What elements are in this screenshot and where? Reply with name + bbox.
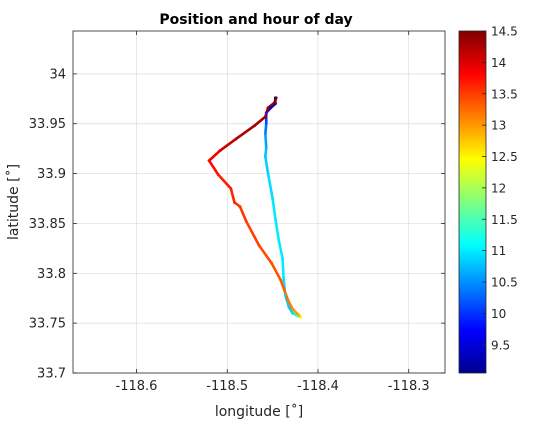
y-axis-label: latitude [˚] bbox=[5, 164, 22, 240]
colorbar-ticks: 9.5 10 10.5 11 11.5 12 12.5 13 13.5 14 14.5 bbox=[482, 25, 518, 352]
track-point bbox=[291, 307, 294, 311]
plot-frame bbox=[72, 30, 446, 374]
x-tick-label: -118.6 bbox=[116, 379, 158, 394]
track-segment bbox=[229, 187, 236, 204]
track-segment bbox=[264, 146, 268, 158]
colorbar-tick-label: 10.5 bbox=[491, 276, 518, 290]
track-point bbox=[216, 173, 220, 176]
y-tick-label: 33.85 bbox=[29, 217, 66, 232]
y-tick-label: 33.8 bbox=[37, 267, 66, 282]
track-point bbox=[287, 305, 291, 309]
y-tick-label: 33.9 bbox=[37, 167, 66, 182]
track-segment bbox=[281, 257, 285, 279]
track-point bbox=[263, 132, 267, 136]
y-tick-label: 33.7 bbox=[37, 367, 66, 382]
x-tick-label: -118.3 bbox=[388, 379, 430, 394]
track-segment bbox=[264, 122, 268, 135]
track-point bbox=[277, 239, 281, 243]
x-tick-label: -118.5 bbox=[206, 379, 248, 394]
track-point bbox=[244, 220, 248, 223]
track-point bbox=[264, 111, 268, 115]
track-segment bbox=[235, 124, 256, 140]
track-point bbox=[229, 187, 233, 190]
y-tick-label: 34 bbox=[49, 67, 66, 82]
track-point bbox=[282, 275, 285, 279]
y-tick-label: 33.95 bbox=[29, 117, 66, 132]
track-point bbox=[271, 197, 275, 200]
track-point bbox=[269, 106, 273, 110]
x-tick-label: -118.4 bbox=[297, 379, 339, 394]
colorbar-tick-label: 14 bbox=[491, 56, 506, 70]
track-segment bbox=[216, 173, 233, 190]
track-point bbox=[286, 298, 290, 302]
track-point bbox=[299, 315, 303, 319]
x-axis-label: longitude [˚] bbox=[215, 403, 303, 420]
colorbar-tick-label: 13.5 bbox=[491, 87, 518, 101]
track-point bbox=[279, 278, 283, 282]
colorbar-tick-label: 13 bbox=[491, 119, 506, 133]
track-segment bbox=[274, 217, 281, 243]
track-path bbox=[207, 96, 303, 319]
y-tick-label: 33.75 bbox=[29, 317, 66, 332]
plot-area bbox=[73, 31, 445, 373]
colorbar-tick-label: 14.5 bbox=[491, 25, 518, 39]
track-point bbox=[253, 124, 256, 128]
track-segment bbox=[264, 155, 270, 175]
track-point bbox=[297, 313, 301, 317]
track-point bbox=[273, 217, 277, 220]
track-point bbox=[266, 172, 270, 175]
track-point bbox=[263, 115, 267, 119]
track-segment bbox=[207, 149, 222, 162]
colorbar-tick-label: 11 bbox=[491, 244, 506, 258]
track-point bbox=[264, 122, 268, 126]
track-point bbox=[264, 146, 268, 150]
track-point bbox=[274, 96, 278, 100]
track-segment bbox=[271, 197, 277, 220]
x-axis-ticks: -118.6 -118.5 -118.4 -118.3 bbox=[116, 31, 430, 394]
chart-title: Position and hour of day bbox=[159, 12, 352, 28]
track-point bbox=[281, 256, 284, 260]
colorbar-tick-label: 12 bbox=[491, 181, 506, 195]
track-segment bbox=[257, 244, 274, 265]
track-segment bbox=[291, 307, 301, 317]
track-point bbox=[234, 137, 238, 141]
track-point bbox=[207, 159, 211, 163]
colorbar bbox=[458, 30, 487, 374]
y-axis-ticks: 33.7 33.75 33.8 33.85 33.9 33.95 34 bbox=[29, 67, 445, 382]
track-point bbox=[218, 149, 222, 153]
track-point bbox=[283, 288, 286, 292]
colorbar-tick-label: 12.5 bbox=[491, 150, 518, 164]
colorbar-tick-label: 9.5 bbox=[491, 338, 510, 352]
track-segment bbox=[218, 137, 238, 152]
track-segment bbox=[266, 172, 274, 200]
track-segment bbox=[270, 262, 283, 282]
track-segment bbox=[245, 220, 261, 247]
track-point bbox=[263, 155, 267, 159]
track-segment bbox=[279, 278, 286, 292]
track-segment bbox=[253, 115, 267, 128]
colorbar-tick-label: 10 bbox=[491, 307, 506, 321]
track-segment bbox=[264, 132, 268, 149]
track-point bbox=[266, 106, 270, 110]
track-point bbox=[283, 293, 287, 297]
track-point bbox=[233, 201, 236, 204]
track-point bbox=[238, 205, 242, 208]
track-segment bbox=[238, 205, 248, 223]
colorbar-tick-label: 11.5 bbox=[491, 213, 518, 227]
track-point bbox=[291, 311, 294, 315]
track-point bbox=[273, 101, 276, 105]
track-point bbox=[257, 243, 261, 247]
track-segment bbox=[277, 240, 284, 260]
track-segment bbox=[207, 159, 220, 176]
track-segment bbox=[286, 298, 294, 311]
track-point bbox=[270, 261, 274, 265]
